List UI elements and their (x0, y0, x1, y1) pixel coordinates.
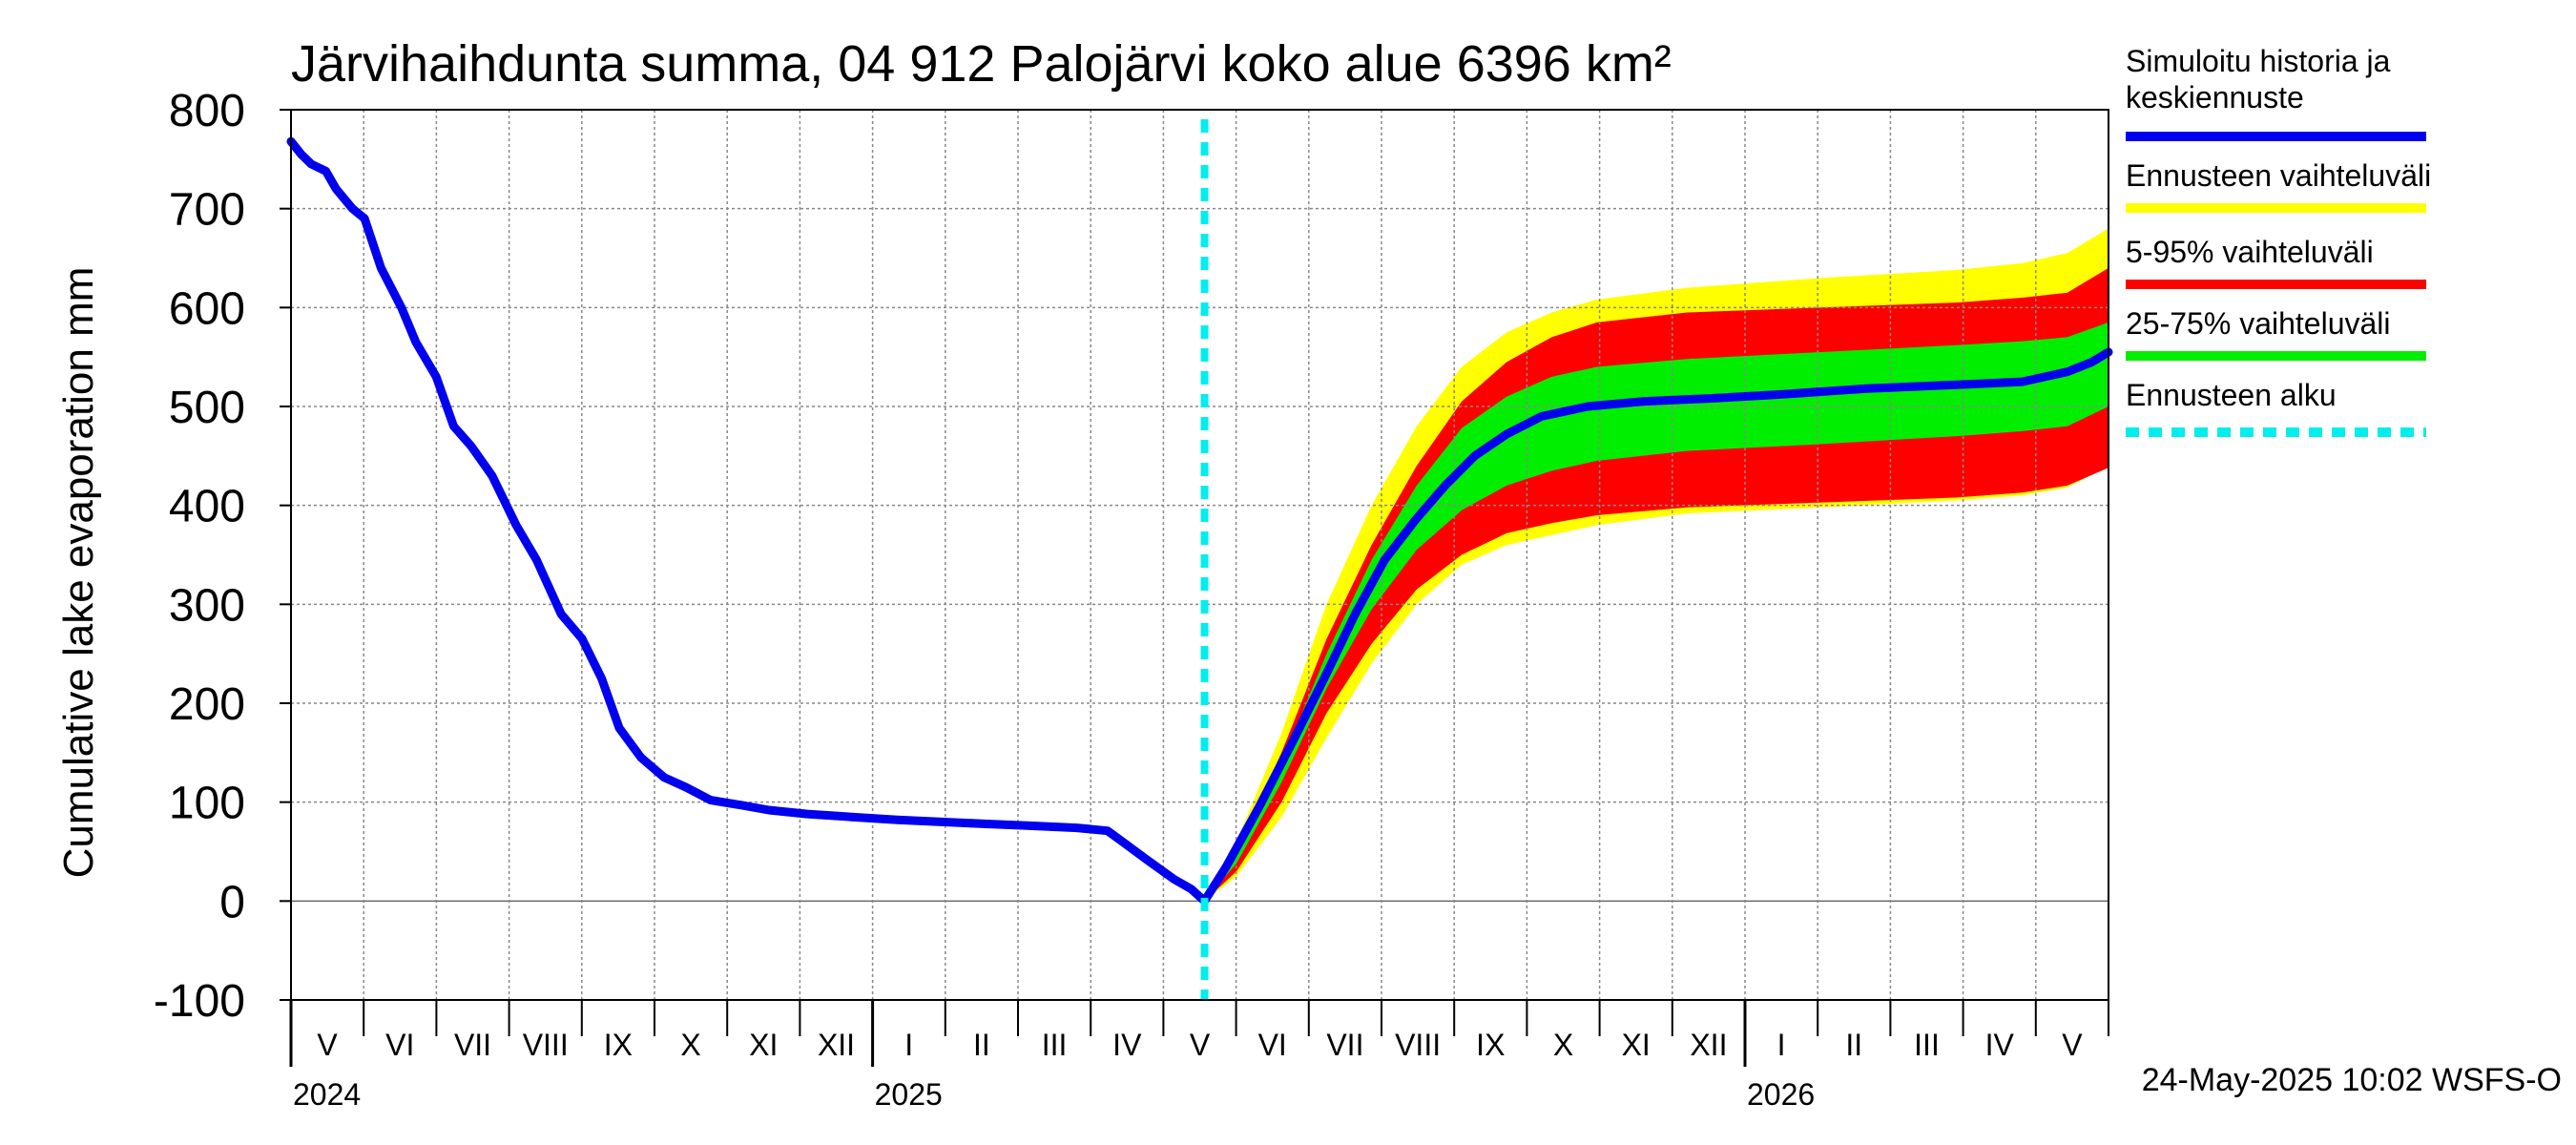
x-tick-label: V (1190, 1028, 1211, 1062)
y-tick-label: 400 (169, 482, 245, 532)
y-tick-label: 800 (169, 86, 245, 136)
x-tick-label: VIII (1395, 1028, 1441, 1062)
x-year-label: 2024 (293, 1077, 361, 1112)
x-tick-label: VII (1326, 1028, 1363, 1062)
x-tick-label: XI (1622, 1028, 1651, 1062)
x-tick-label: I (1777, 1028, 1786, 1062)
x-tick-label: I (904, 1028, 913, 1062)
x-tick-label: VII (454, 1028, 491, 1062)
y-tick-label: 700 (169, 185, 245, 236)
x-tick-label: II (973, 1028, 990, 1062)
legend-label: Ennusteen vaihteluväli (2126, 158, 2431, 193)
y-tick-label: 200 (169, 679, 245, 730)
y-tick-label: -100 (154, 976, 245, 1027)
x-tick-label: X (680, 1028, 700, 1062)
x-tick-label: V (317, 1028, 338, 1062)
x-tick-label: IV (1985, 1028, 2015, 1062)
legend-label: 5-95% vaihteluväli (2126, 235, 2374, 269)
x-tick-label: VI (1258, 1028, 1287, 1062)
plot-frame (290, 109, 2109, 1001)
x-year-label: 2026 (1747, 1077, 1815, 1112)
x-tick-label: X (1553, 1028, 1573, 1062)
x-tick-label: III (1042, 1028, 1068, 1062)
y-tick-label: 600 (169, 283, 245, 334)
legend-label: 25-75% vaihteluväli (2126, 306, 2391, 341)
x-tick-label: II (1845, 1028, 1862, 1062)
series-line-0 (286, 136, 1209, 906)
x-tick-label: XII (1690, 1028, 1727, 1062)
x-tick-label: XI (749, 1028, 778, 1062)
series-line-1 (1200, 347, 2113, 906)
x-tick-label: III (1914, 1028, 1940, 1062)
chart-title: Järvihaihdunta summa, 04 912 Palojärvi k… (291, 35, 1672, 93)
x-tick-label: IX (604, 1028, 633, 1062)
x-tick-label: IX (1476, 1028, 1505, 1062)
series-lines (286, 119, 2113, 1000)
legend-label: keskiennuste (2126, 80, 2304, 114)
footer-timestamp: 24-May-2025 10:02 WSFS-O (2142, 1062, 2562, 1098)
x-year-label: 2025 (875, 1077, 943, 1112)
y-tick-label: 0 (219, 877, 245, 927)
y-tick-label: 100 (169, 779, 245, 829)
x-tick-label: IV (1112, 1028, 1142, 1062)
y-tick-label: 300 (169, 580, 245, 631)
y-axis-label: Cumulative lake evaporation mm (55, 267, 102, 879)
x-tick-label: VI (385, 1028, 414, 1062)
legend-label: Simuloitu historia ja (2126, 44, 2391, 78)
x-tick-label: V (2062, 1028, 2083, 1062)
x-tick-label: XII (818, 1028, 855, 1062)
x-tick-label: VIII (523, 1028, 569, 1062)
legend-label: Ennusteen alku (2126, 378, 2337, 412)
y-tick-label: 500 (169, 383, 245, 433)
